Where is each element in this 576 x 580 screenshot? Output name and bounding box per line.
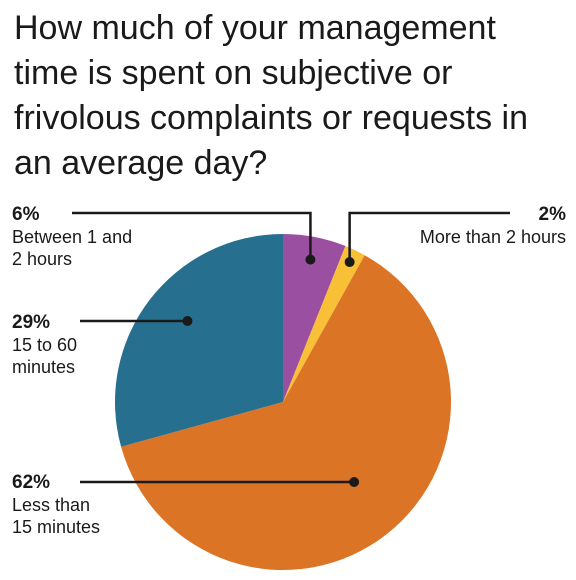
pie-slice-15-to-60-minutes bbox=[115, 234, 283, 447]
slice-category-label: 15 to 60 minutes bbox=[12, 335, 78, 377]
slice-value-label: 29% bbox=[12, 312, 51, 333]
leader-dot-yellow bbox=[344, 257, 355, 268]
leader-line-purple bbox=[72, 211, 312, 260]
leader-dot-purple bbox=[305, 254, 316, 265]
slice-value-label: 6% bbox=[12, 204, 40, 225]
pie-slice-less-than-15-minutes bbox=[121, 255, 451, 571]
slice-value-label: 2% bbox=[538, 204, 566, 225]
leader-dot-blue bbox=[182, 316, 193, 326]
slice-category-label: Between 1 and 2 hours bbox=[12, 227, 133, 269]
pie-slice-between-1-and-2-hours bbox=[283, 234, 346, 402]
label-between-1-and-2-hours: 6% Between 1 and 2 hours bbox=[12, 204, 142, 270]
label-15-to-60-minutes: 29% 15 to 60 minutes bbox=[12, 312, 112, 378]
label-less-than-15-minutes: 62% Less than 15 minutes bbox=[12, 472, 112, 538]
pie-slice-more-than-2-hours bbox=[283, 246, 365, 402]
slice-category-label: Less than 15 minutes bbox=[12, 495, 101, 537]
leader-line-yellow bbox=[348, 211, 510, 263]
slice-value-label: 62% bbox=[12, 472, 51, 493]
chart-title: How much of your management time is spen… bbox=[14, 9, 529, 182]
slice-category-label: More than 2 hours bbox=[419, 227, 566, 247]
leader-dot-orange bbox=[349, 477, 360, 487]
label-more-than-2-hours: 2% More than 2 hours bbox=[420, 204, 566, 248]
